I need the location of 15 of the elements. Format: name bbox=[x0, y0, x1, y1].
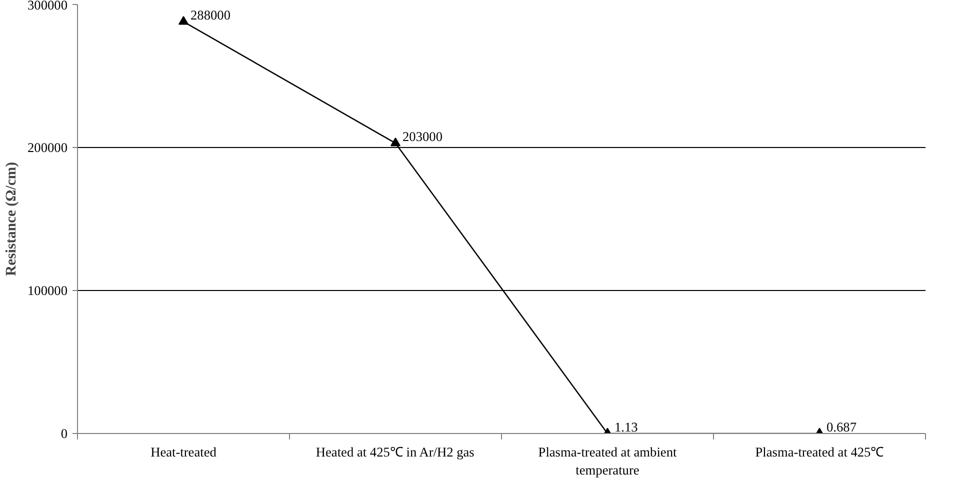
y-tick-label: 100000 bbox=[28, 283, 68, 298]
data-label: 203000 bbox=[402, 129, 443, 144]
x-tick-label: Plasma-treated at ambient temperature bbox=[538, 444, 677, 478]
data-label: 1.13 bbox=[614, 420, 638, 434]
point bbox=[178, 16, 188, 25]
data-label: 0.687 bbox=[826, 420, 857, 434]
x-tick-label: Plasma-treated at 425℃ bbox=[755, 444, 884, 460]
x-tick-label: Heated at 425℃ in Ar/H2 gas bbox=[316, 444, 474, 460]
x-tick-label: Heat-treated bbox=[150, 444, 217, 460]
point bbox=[390, 138, 400, 146]
y-tick-label: 0 bbox=[60, 426, 68, 441]
y-tick-label: 200000 bbox=[28, 140, 68, 155]
data-label: 288000 bbox=[190, 8, 231, 23]
y-tick-label: 300000 bbox=[28, 0, 68, 12]
y-axis-title: Resistance (Ω/cm) bbox=[4, 162, 20, 276]
